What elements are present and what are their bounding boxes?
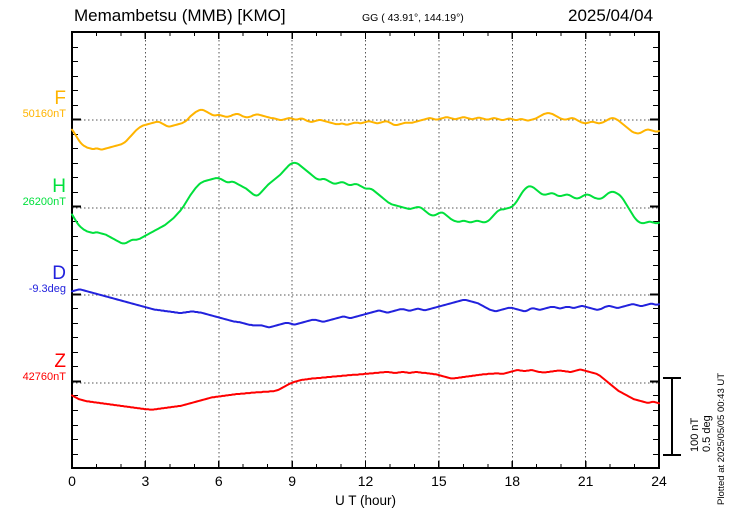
x-tick-label: 6 xyxy=(215,473,223,489)
trace-label-d-component: D xyxy=(52,263,66,284)
trace-label-f-component: F xyxy=(54,88,66,109)
grid-layer xyxy=(144,32,587,468)
trace-z xyxy=(71,368,660,411)
trace-label-z-baseline: 42760nT xyxy=(22,370,66,383)
scale-bar-label-deg: 0.5 deg xyxy=(700,415,713,452)
axis-ticks xyxy=(71,32,660,468)
trace-d xyxy=(71,288,660,329)
plotted-at-timestamp: Plotted at 2025/05/05 00:43 UT xyxy=(716,372,727,505)
x-tick-label: 18 xyxy=(504,473,520,489)
trace-label-z: Z 42760nT xyxy=(0,352,66,383)
x-axis-title: U T (hour) xyxy=(335,493,396,508)
trace-h xyxy=(71,161,660,245)
trace-label-h: H 26200nT xyxy=(0,177,66,208)
x-tick-label: 3 xyxy=(141,473,149,489)
x-tick-label: 15 xyxy=(431,473,447,489)
trace-label-f-baseline: 50160nT xyxy=(22,107,66,120)
geographic-coordinates: GG ( 43.91°, 144.19°) xyxy=(362,12,464,24)
trace-layer xyxy=(71,108,660,411)
x-tick-label: 9 xyxy=(288,473,296,489)
trace-label-z-component: Z xyxy=(54,351,66,372)
x-tick-label: 12 xyxy=(358,473,374,489)
trace-label-d-baseline: -9.3deg xyxy=(28,282,66,295)
trace-label-d: D -9.3deg xyxy=(0,264,66,295)
trace-label-f: F 50160nT xyxy=(0,89,66,120)
x-axis-tick-labels: 0 3 6 9 12 15 18 21 24 U T (hour) xyxy=(68,473,667,508)
x-tick-label: 0 xyxy=(68,473,76,489)
scale-bar-label-nt: 100 nT xyxy=(689,417,701,452)
trace-f xyxy=(71,108,660,151)
x-tick-label: 21 xyxy=(578,473,594,489)
scale-bar xyxy=(663,377,681,456)
baseline-layer xyxy=(72,119,659,384)
trace-label-h-component: H xyxy=(52,176,66,197)
x-tick-label: 24 xyxy=(651,473,667,489)
scale-bar-label: 100 nT 0.5 deg xyxy=(689,415,713,452)
trace-label-h-baseline: 26200nT xyxy=(22,195,66,208)
page-title: Memambetsu (MMB) [KMO] xyxy=(74,6,286,25)
plot-date: 2025/04/04 xyxy=(568,6,654,25)
